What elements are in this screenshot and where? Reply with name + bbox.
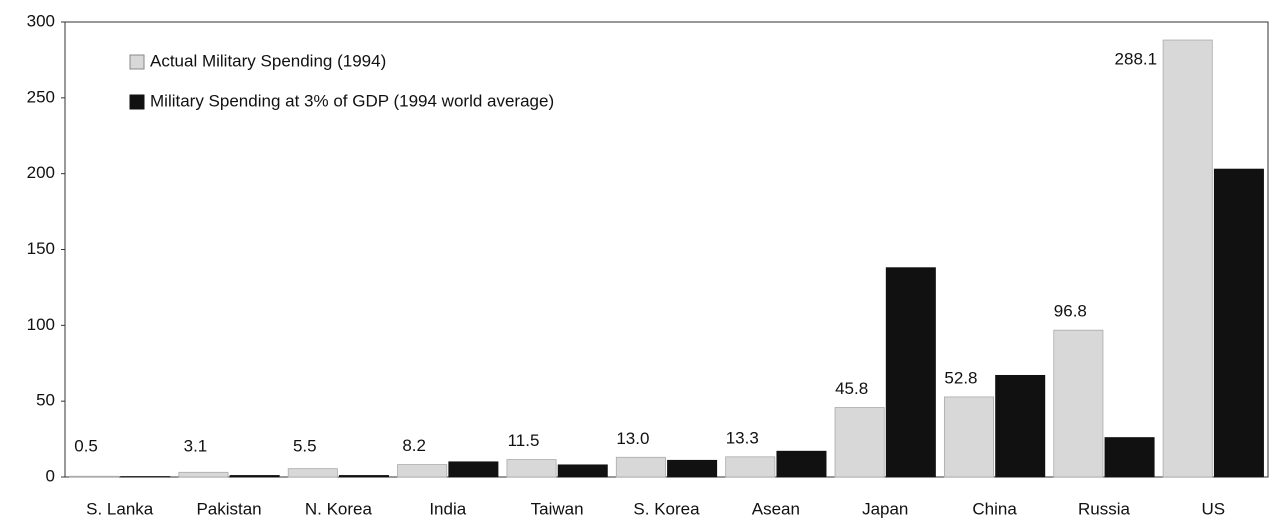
bar (776, 450, 827, 478)
bar (1104, 437, 1155, 478)
x-tick-label: US (1202, 499, 1226, 518)
bar (120, 476, 171, 478)
value-label: 288.1 (1115, 50, 1158, 69)
legend-label: Military Spending at 3% of GDP (1994 wor… (150, 91, 554, 110)
y-tick-label: 50 (36, 391, 55, 410)
x-tick-label: S. Korea (633, 499, 700, 518)
value-label: 45.8 (835, 379, 868, 398)
bar (667, 459, 718, 478)
y-tick-label: 0 (46, 466, 55, 485)
x-tick-label: Asean (752, 499, 800, 518)
bar (943, 396, 994, 478)
value-label: 5.5 (293, 436, 317, 455)
legend-label: Actual Military Spending (1994) (150, 51, 386, 70)
bar (229, 475, 280, 478)
x-tick-label: N. Korea (305, 499, 373, 518)
x-tick-label: Taiwan (531, 499, 584, 518)
bar (178, 471, 229, 478)
x-tick-label: Japan (862, 499, 908, 518)
value-label: 8.2 (402, 436, 426, 455)
x-tick-label: Russia (1078, 499, 1131, 518)
value-label: 11.5 (508, 431, 540, 450)
bar (339, 475, 390, 478)
bar (287, 468, 338, 478)
bar (448, 461, 499, 478)
bar (557, 464, 608, 478)
value-label: 13.0 (616, 429, 649, 448)
value-label: 0.5 (74, 436, 98, 455)
bar (1213, 168, 1264, 478)
x-tick-label: Pakistan (196, 499, 261, 518)
y-tick-label: 300 (27, 11, 55, 30)
bar (69, 475, 120, 478)
bar (1053, 329, 1104, 478)
value-label: 52.8 (944, 368, 977, 387)
bar (885, 267, 936, 478)
value-label: 96.8 (1054, 302, 1087, 321)
x-tick-label: S. Lanka (86, 499, 154, 518)
bar (725, 456, 776, 478)
x-tick-label: China (972, 499, 1017, 518)
y-tick-label: 100 (27, 315, 55, 334)
y-tick-label: 200 (27, 163, 55, 182)
y-tick-label: 150 (27, 239, 55, 258)
bar (506, 459, 557, 478)
value-label: 3.1 (184, 436, 208, 455)
legend-swatch (129, 94, 145, 110)
bar (615, 456, 666, 478)
bar (834, 407, 885, 478)
bar (995, 374, 1046, 478)
value-label: 13.3 (726, 428, 759, 447)
x-tick-label: India (429, 499, 466, 518)
y-tick-label: 250 (27, 87, 55, 106)
bar (397, 464, 448, 478)
legend-swatch (129, 54, 145, 70)
bar (1162, 39, 1213, 478)
